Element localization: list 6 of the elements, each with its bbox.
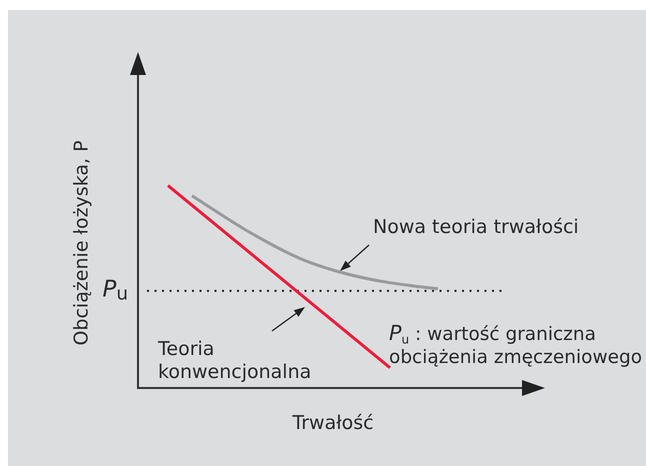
ref-line-label: P$_{u}$ xyxy=(102,276,128,304)
y-axis-title: Obciążenie łożyska, P xyxy=(70,140,93,346)
annotation: Nowa teoria trwałości xyxy=(373,216,579,239)
x-axis-title: Trwałość xyxy=(292,412,374,435)
annotation: P$_{u}$ : wartość graniczna obciążenia zmęczeniowego xyxy=(389,321,644,369)
annotation: Teoria konwencjonalna xyxy=(158,338,312,384)
